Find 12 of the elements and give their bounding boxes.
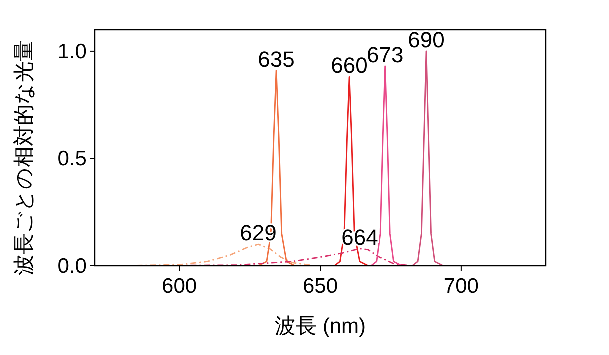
y-tick-label: 1.0: [58, 40, 87, 64]
x-axis-title: 波長 (nm): [275, 315, 366, 338]
x-tick-label: 650: [302, 275, 338, 298]
x-tick-label: 700: [444, 275, 479, 298]
y-tick-label: 0.5: [58, 148, 87, 171]
annotation: 635: [258, 46, 295, 72]
y-tick-label: 0.0: [58, 255, 87, 278]
y-axis-title: 波長ごとの相対的な光量: [13, 40, 36, 276]
annotation: 660: [331, 53, 368, 78]
annotation: 690: [408, 27, 445, 52]
annotation: 673: [366, 42, 404, 68]
x-tick-label: 600: [162, 275, 198, 298]
